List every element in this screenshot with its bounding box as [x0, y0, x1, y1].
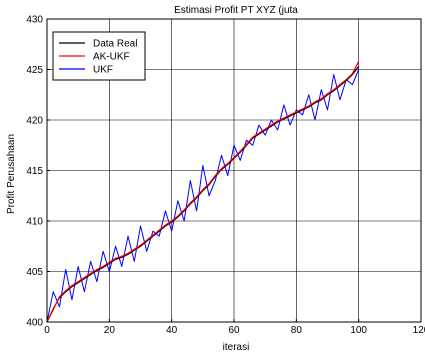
y-tick-label: 410 [26, 217, 43, 228]
y-ticks: 400 405 410 415 420 425 430 [26, 15, 50, 329]
x-tick-label: 120 [413, 325, 425, 336]
legend: Data Real AK-UKF UKF [52, 31, 146, 81]
legend-label: UKF [93, 65, 113, 76]
x-tick-label: 80 [291, 325, 303, 336]
y-tick-label: 430 [26, 15, 43, 26]
legend-label: AK-UKF [93, 52, 130, 63]
x-ticks: 0 20 40 60 80 100 120 [44, 319, 425, 336]
series-lines [46, 61, 360, 323]
series-line-data-real [46, 66, 360, 323]
x-tick-label: 0 [44, 325, 50, 336]
y-axis-label: Profit Perusahaan [6, 134, 17, 214]
series-line-ukf [46, 69, 360, 323]
x-tick-label: 40 [166, 325, 178, 336]
x-tick-label: 60 [228, 325, 240, 336]
y-tick-label: 425 [26, 65, 43, 76]
y-tick-label: 415 [26, 166, 43, 177]
y-tick-label: 420 [26, 116, 43, 127]
x-tick-label: 20 [104, 325, 116, 336]
x-axis-label: iterasi [223, 342, 250, 353]
y-tick-label: 400 [26, 318, 43, 329]
legend-label: Data Real [93, 39, 137, 50]
x-tick-label: 100 [350, 325, 367, 336]
y-tick-label: 405 [26, 267, 43, 278]
chart-title: Estimasi Profit PT XYZ (juta [174, 5, 298, 16]
series-line-ak-ukf [46, 61, 360, 323]
